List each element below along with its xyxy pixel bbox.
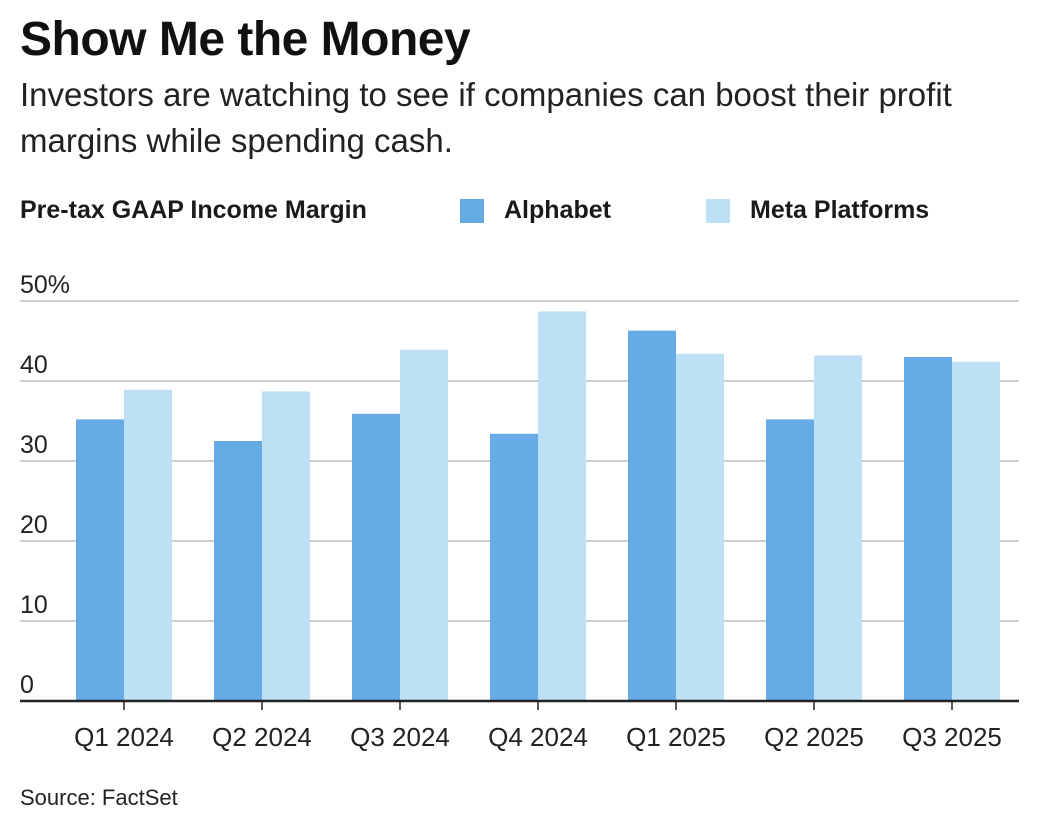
y-tick-label: 0 — [20, 671, 34, 699]
x-tick-label: Q1 2024 — [74, 722, 174, 752]
legend-label-alphabet: Alphabet — [504, 196, 611, 224]
x-tick-label: Q2 2024 — [212, 722, 312, 752]
bar-meta-platforms — [400, 349, 448, 701]
measure-label: Pre-tax GAAP Income Margin — [20, 196, 367, 224]
y-tick-label: 20 — [20, 511, 48, 539]
chart-title: Show Me the Money — [20, 13, 471, 66]
chart-subtitle: Investors are watching to see if compani… — [20, 76, 952, 159]
legend-item-meta-platforms: Meta Platforms — [706, 196, 929, 225]
y-tick-label: 40 — [20, 351, 48, 379]
bar-meta-platforms — [676, 353, 724, 701]
bar-alphabet — [76, 419, 124, 701]
x-tick-label: Q3 2024 — [350, 722, 450, 752]
source-note: Source: FactSet — [20, 785, 178, 810]
chart-legend: Pre-tax GAAP Income Margin Alphabet Meta… — [20, 194, 1020, 226]
y-tick-label: 30 — [20, 431, 48, 459]
bar-meta-platforms — [814, 355, 862, 701]
bar-alphabet — [904, 357, 952, 701]
legend-swatch-alphabet — [460, 198, 484, 223]
y-tick-label: 10 — [20, 591, 48, 619]
bar-alphabet — [352, 413, 400, 701]
bar-alphabet — [490, 433, 538, 701]
bar-alphabet — [628, 330, 676, 701]
x-tick-label: Q3 2025 — [902, 722, 1002, 752]
bar-meta-platforms — [952, 361, 1000, 701]
legend-swatch-meta-platforms — [706, 198, 730, 223]
legend-label-meta-platforms: Meta Platforms — [750, 196, 930, 224]
bar-alphabet — [214, 441, 262, 701]
x-tick-label: Q2 2025 — [764, 722, 864, 752]
x-tick-label: Q1 2025 — [626, 722, 726, 752]
x-tick-label: Q4 2024 — [488, 722, 588, 752]
bar-meta-platforms — [262, 391, 310, 701]
bar-meta-platforms — [538, 311, 586, 701]
bar-meta-platforms — [124, 389, 172, 701]
legend-item-alphabet: Alphabet — [460, 196, 611, 225]
y-tick-label: 50% — [20, 271, 70, 299]
bar-alphabet — [766, 419, 814, 701]
